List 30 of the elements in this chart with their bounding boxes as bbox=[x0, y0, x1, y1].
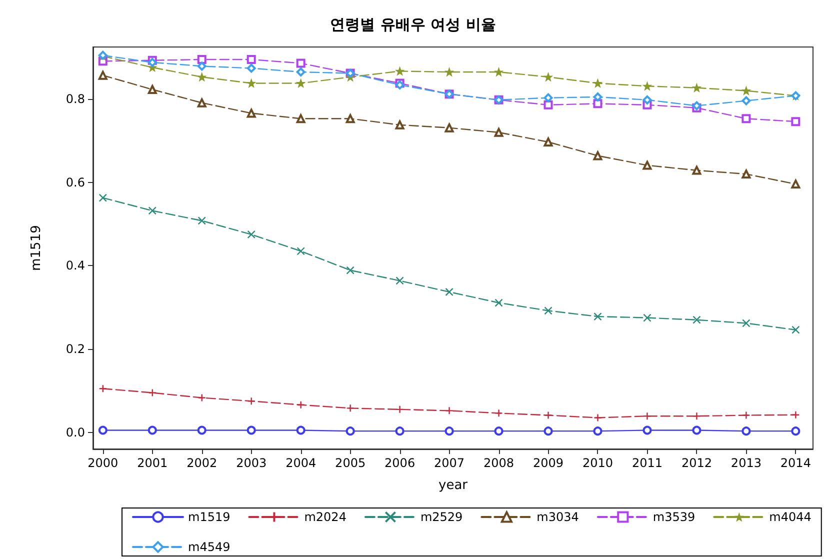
legend-label: m4549 bbox=[188, 540, 230, 554]
x-axis-title: year bbox=[438, 478, 468, 493]
x-tick-label: 2009 bbox=[532, 456, 564, 470]
x-tick-label: 2004 bbox=[286, 456, 316, 470]
legend-label: m2024 bbox=[304, 510, 346, 524]
x-tick-label: 2005 bbox=[335, 456, 366, 470]
y-tick-label: 0.6 bbox=[66, 175, 85, 190]
x-tick-label: 2010 bbox=[582, 456, 614, 470]
legend-label: m3539 bbox=[652, 510, 696, 524]
x-tick-label: 2000 bbox=[88, 456, 118, 470]
legend-label: m4044 bbox=[769, 510, 812, 524]
y-axis-title: m1519 bbox=[29, 225, 44, 271]
x-tick-label: 2013 bbox=[730, 456, 762, 470]
y-tick-label: 0.4 bbox=[66, 258, 85, 273]
x-tick-label: 2001 bbox=[137, 456, 168, 470]
legend-label: m1519 bbox=[188, 510, 230, 524]
chart-title: 연령별 유배우 여성 비율 bbox=[330, 16, 496, 34]
x-tick-label: 2003 bbox=[236, 456, 267, 470]
legend-label: m3034 bbox=[536, 510, 579, 524]
x-tick-label: 2011 bbox=[632, 456, 662, 470]
y-tick-label: 0.0 bbox=[66, 425, 85, 440]
x-tick-label: 2006 bbox=[384, 456, 416, 470]
x-tick-label: 2014 bbox=[780, 456, 811, 470]
legend-label: m2529 bbox=[420, 510, 463, 524]
y-tick-label: 0.8 bbox=[66, 92, 85, 106]
y-tick-label: 0.2 bbox=[66, 342, 85, 356]
x-tick-label: 2007 bbox=[434, 456, 465, 470]
x-tick-label: 2002 bbox=[186, 456, 218, 470]
x-tick-label: 2008 bbox=[484, 456, 514, 470]
x-tick-label: 2012 bbox=[681, 456, 712, 470]
